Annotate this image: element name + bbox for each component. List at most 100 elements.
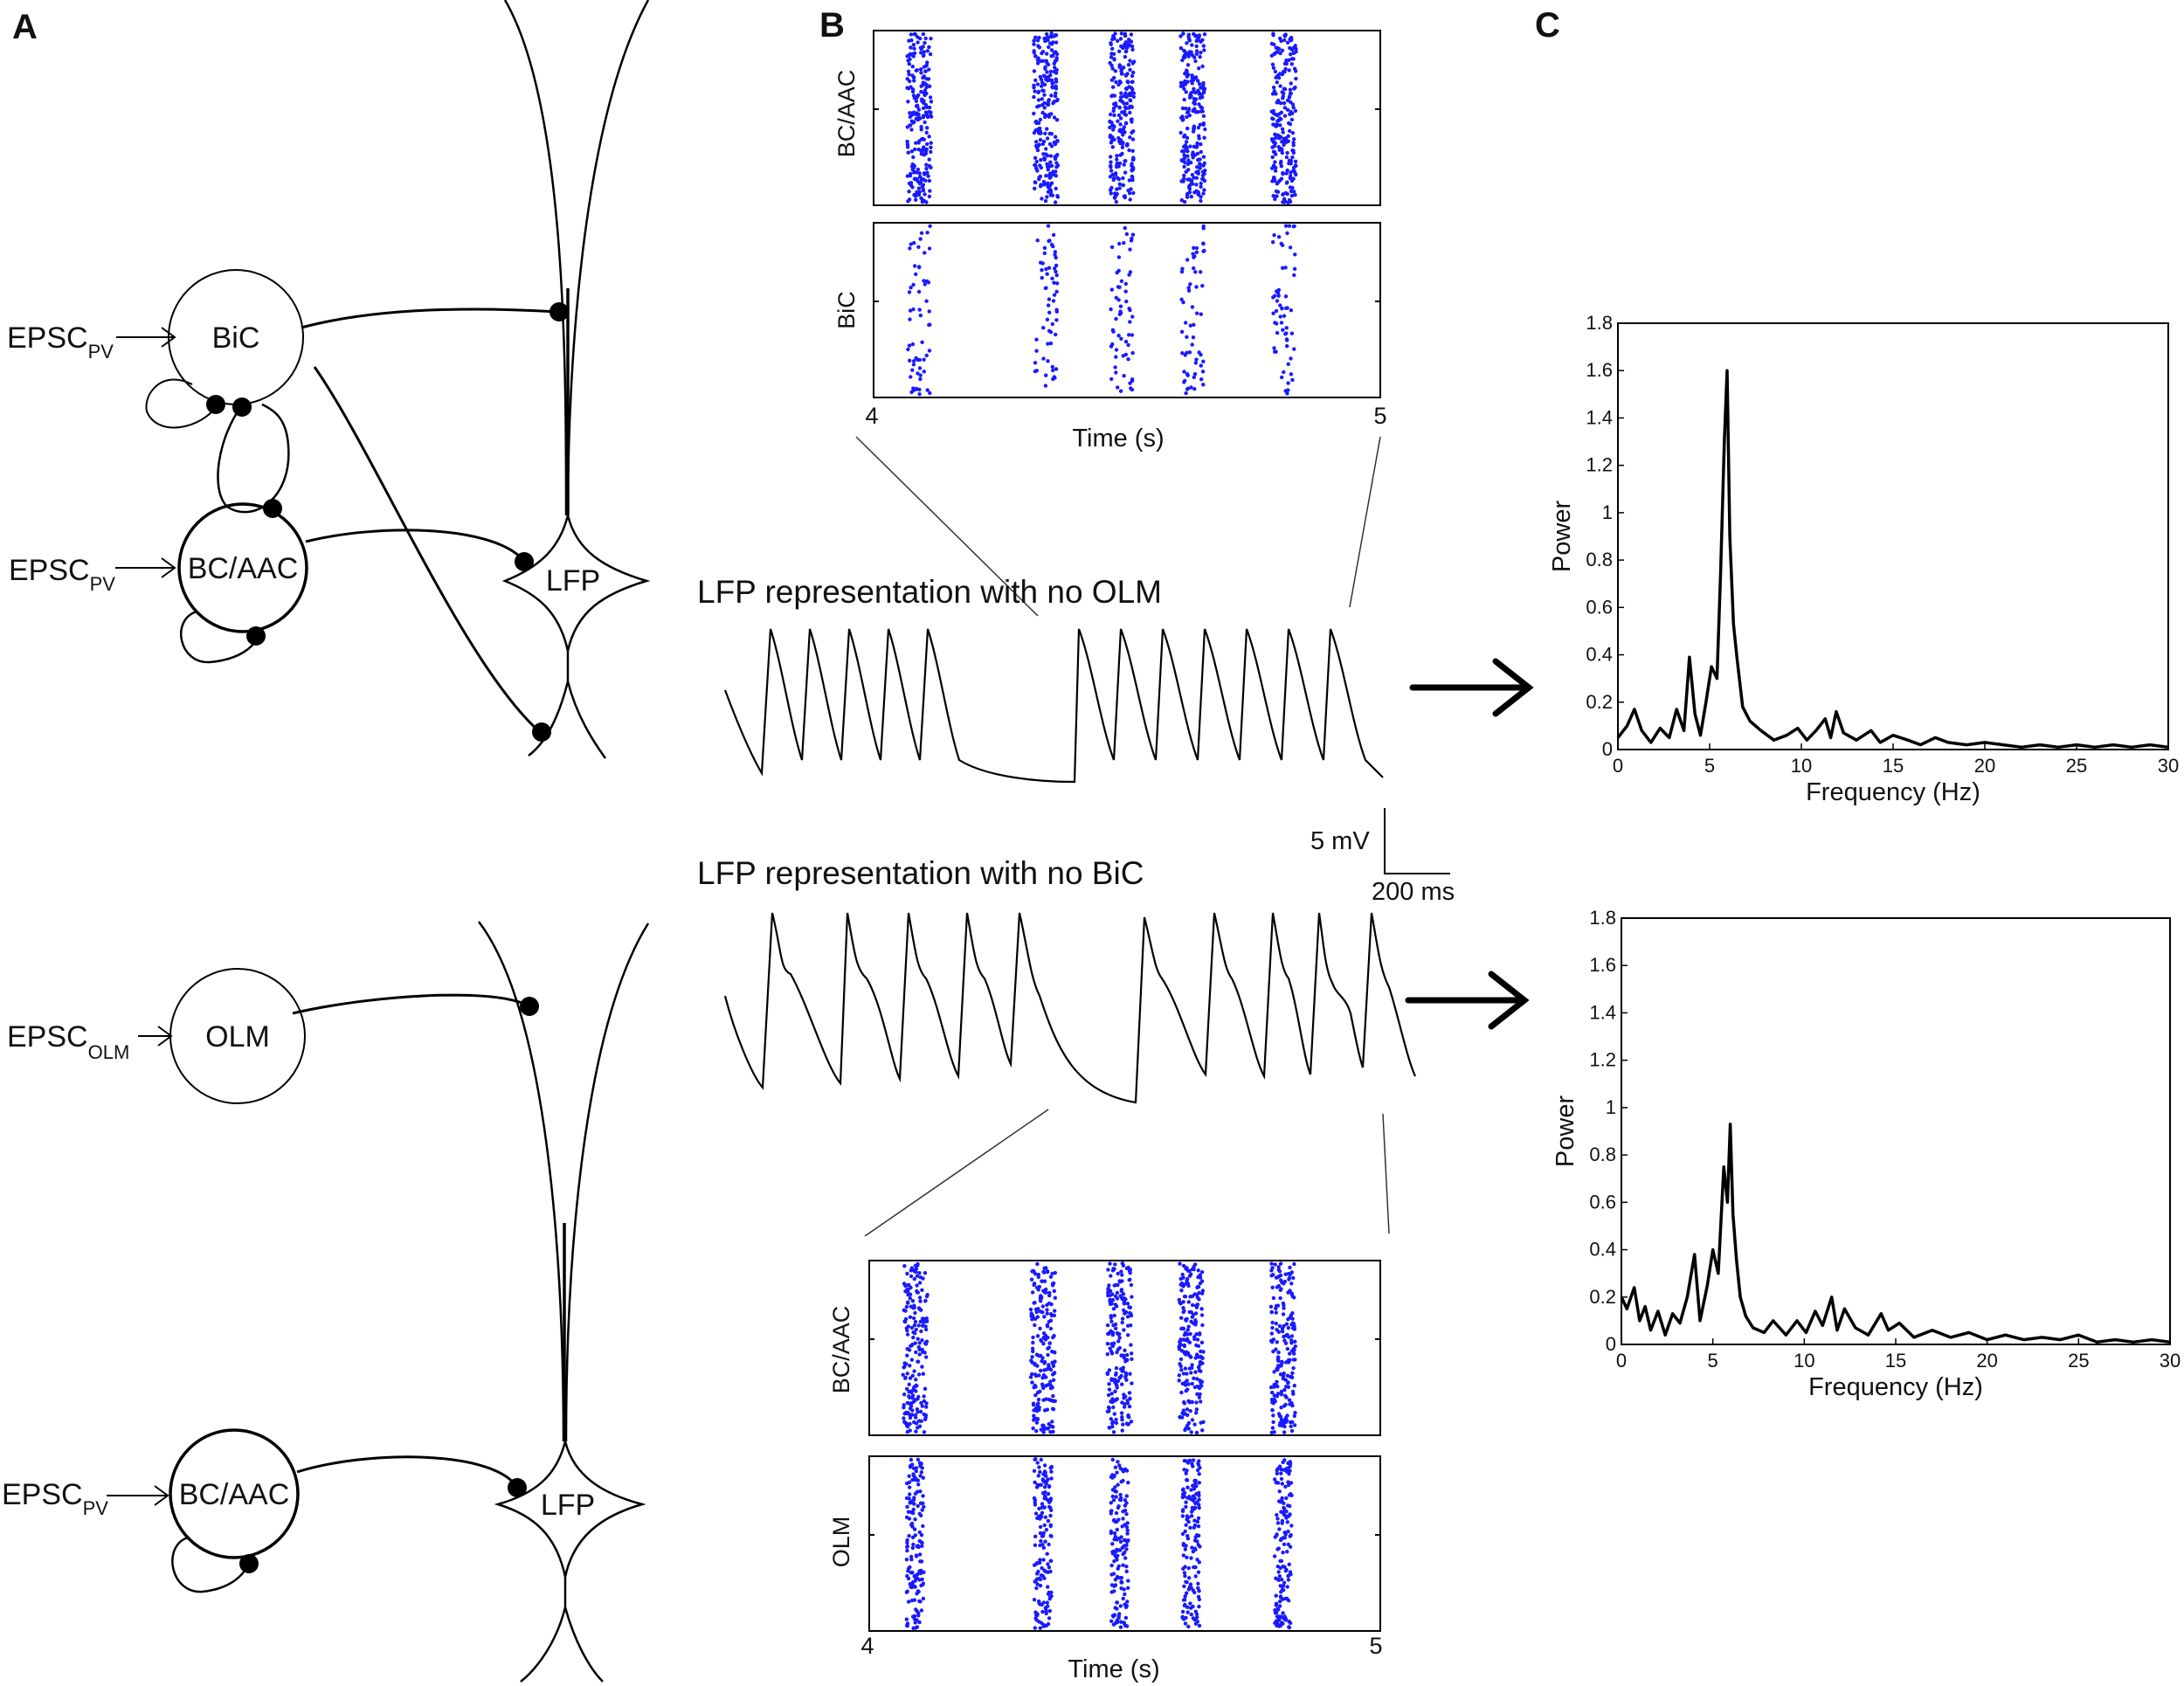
spike-dot bbox=[1183, 1621, 1188, 1626]
spike-dot bbox=[1181, 1306, 1185, 1310]
spike-dot bbox=[1121, 1563, 1125, 1567]
spike-dot bbox=[1127, 333, 1131, 337]
spike-dot bbox=[1280, 150, 1285, 155]
spike-dot bbox=[921, 1524, 925, 1529]
spike-dot bbox=[1281, 1312, 1286, 1316]
spike-dot bbox=[1272, 178, 1276, 183]
spike-dot bbox=[911, 75, 916, 79]
spike-dot bbox=[1048, 69, 1054, 74]
spike-dot bbox=[1193, 1370, 1198, 1374]
spike-dot bbox=[909, 1304, 913, 1309]
spike-dot bbox=[1292, 273, 1296, 278]
spike-dot bbox=[1196, 125, 1201, 130]
spike-dot bbox=[1111, 108, 1116, 114]
spike-dot bbox=[1291, 169, 1296, 173]
spike-dot bbox=[905, 1573, 909, 1579]
x-tick-label: 5 bbox=[1704, 755, 1715, 777]
spike-dot bbox=[916, 147, 921, 152]
spike-dot bbox=[1124, 1565, 1129, 1569]
spike-dot bbox=[1046, 1491, 1051, 1496]
spike-dot bbox=[1271, 66, 1276, 71]
spike-dot bbox=[1184, 1504, 1188, 1510]
spike-dot bbox=[1123, 1508, 1128, 1513]
spike-dot bbox=[1277, 136, 1282, 141]
spike-dot bbox=[1202, 32, 1207, 37]
spike-dot bbox=[1284, 1567, 1289, 1572]
spike-dot bbox=[1034, 166, 1039, 170]
spike-dot bbox=[1032, 1408, 1036, 1413]
spike-dot bbox=[1188, 282, 1192, 287]
spike-dot bbox=[1275, 1392, 1281, 1396]
spike-dot bbox=[1114, 1326, 1118, 1330]
spike-dot bbox=[1119, 99, 1123, 103]
spike-dot bbox=[1287, 224, 1292, 228]
spike-dot bbox=[1109, 1572, 1114, 1577]
spike-dot bbox=[913, 1585, 917, 1589]
spike-dot bbox=[1031, 1335, 1035, 1340]
spike-dot bbox=[1187, 38, 1192, 43]
spike-dot bbox=[1035, 1572, 1040, 1576]
spike-dot bbox=[906, 100, 910, 104]
spike-dot bbox=[927, 135, 931, 139]
spike-dot bbox=[1111, 1267, 1116, 1271]
spike-dot bbox=[1282, 1458, 1287, 1462]
spike-dot bbox=[1280, 1329, 1285, 1334]
spike-dot bbox=[1200, 64, 1205, 69]
spike-dot bbox=[1191, 335, 1196, 340]
spike-dot bbox=[1284, 1469, 1289, 1474]
spike-dot bbox=[1123, 91, 1128, 96]
spike-dot bbox=[1047, 1484, 1052, 1489]
spike-dot bbox=[912, 1420, 916, 1425]
spike-dot bbox=[902, 1365, 906, 1370]
spike-dot bbox=[909, 1558, 914, 1562]
spike-dot bbox=[1292, 86, 1296, 91]
spike-dot bbox=[1286, 1480, 1290, 1484]
spike-dot bbox=[920, 1323, 925, 1328]
spike-dot bbox=[1109, 169, 1114, 173]
spike-dot bbox=[925, 142, 930, 147]
spike-dot bbox=[1039, 1337, 1043, 1343]
spike-dot bbox=[1196, 1524, 1201, 1529]
spike-dot bbox=[1123, 289, 1128, 294]
spike-dot bbox=[1113, 1399, 1117, 1403]
spike-dot bbox=[1053, 1351, 1057, 1355]
spike-dot bbox=[1192, 96, 1197, 101]
spike-dot bbox=[1192, 1546, 1198, 1551]
spike-dot bbox=[1192, 1422, 1197, 1427]
spike-dot bbox=[1044, 174, 1048, 178]
x-tick-label: 0 bbox=[1613, 755, 1623, 777]
spike-dot bbox=[1281, 130, 1285, 135]
spike-dot bbox=[902, 1392, 907, 1397]
spike-dot bbox=[1109, 1392, 1114, 1396]
spike-dot bbox=[1037, 1465, 1041, 1469]
spike-dot bbox=[1181, 55, 1186, 59]
spike-dot bbox=[1038, 117, 1043, 122]
spike-dot bbox=[1040, 1534, 1045, 1538]
spike-dot bbox=[1033, 53, 1038, 59]
spike-dot bbox=[924, 63, 929, 67]
spike-dot bbox=[1113, 1262, 1117, 1267]
bcaac-cell-bottom bbox=[169, 1428, 300, 1559]
y-tick-label: 0.4 bbox=[1589, 1239, 1616, 1261]
x-tick-label: 30 bbox=[2160, 1350, 2181, 1372]
spike-dot bbox=[1107, 1368, 1112, 1372]
spike-dot bbox=[1281, 1551, 1285, 1555]
spike-dot bbox=[1113, 1389, 1117, 1394]
spike-dot bbox=[1184, 1267, 1188, 1271]
spike-dot bbox=[1111, 177, 1116, 183]
spike-dot bbox=[1271, 240, 1275, 245]
spike-dot bbox=[1050, 1271, 1054, 1276]
spike-dot bbox=[1185, 162, 1191, 167]
spike-dot bbox=[1186, 73, 1191, 77]
spike-dot bbox=[1048, 190, 1054, 195]
spike-dot bbox=[1118, 1625, 1123, 1629]
spike-dot bbox=[921, 1475, 926, 1480]
spike-dot bbox=[1123, 1537, 1128, 1543]
spike-dot bbox=[1178, 1276, 1183, 1282]
spike-dot bbox=[910, 342, 916, 347]
spike-dot bbox=[1116, 1379, 1121, 1384]
spike-dot bbox=[1033, 162, 1037, 168]
spike-dot bbox=[1054, 91, 1058, 95]
spike-dot bbox=[1286, 134, 1291, 138]
spike-dot bbox=[909, 1268, 914, 1273]
